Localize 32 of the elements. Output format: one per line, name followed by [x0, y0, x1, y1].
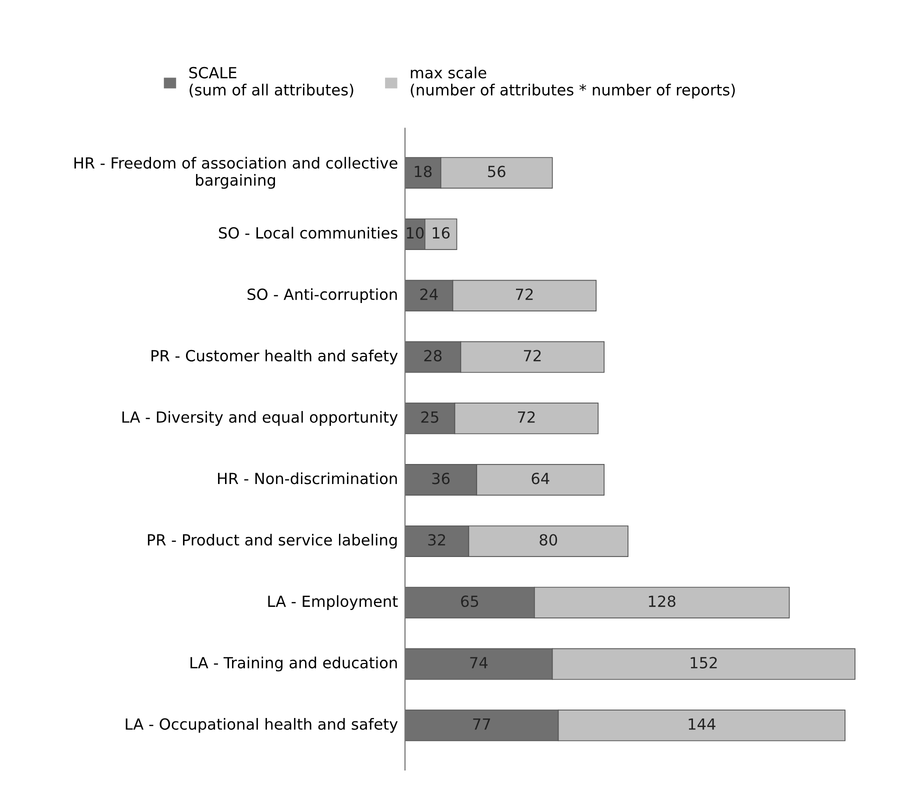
y-tick-label: LA - Occupational health and safety	[126, 718, 398, 733]
data-label: 28	[424, 350, 442, 362]
data-label: 10	[406, 227, 424, 239]
data-label: 80	[540, 534, 558, 546]
data-label: 128	[648, 595, 676, 608]
data-label: 25	[421, 411, 438, 423]
y-tick-label: PR - Customer health and safety	[152, 350, 398, 364]
data-label: 56	[488, 166, 506, 178]
data-label: 77	[473, 718, 490, 730]
y-tick-label: LA - Employment	[268, 595, 398, 610]
data-label: 72	[518, 411, 535, 423]
data-label: 64	[532, 472, 550, 484]
legend-label: max scale (number of attributes * number of reports)	[410, 66, 735, 99]
legend-label: SCALE (sum of all attributes)	[189, 66, 354, 98]
y-tick-label: HR - Freedom of association and collective bargaining	[74, 156, 398, 189]
data-label: 72	[524, 350, 541, 362]
data-label: 32	[428, 534, 446, 546]
y-tick-label: PR - Product and service labeling	[148, 534, 397, 549]
data-label: 152	[690, 656, 717, 668]
y-tick-label: SO - Local communities	[219, 226, 398, 239]
data-label: 72	[516, 288, 533, 300]
data-label: 65	[461, 595, 478, 608]
data-label: 24	[420, 288, 438, 300]
y-tick-label: SO - Anti-corruption	[248, 288, 397, 304]
y-tick-label: LA - Diversity and equal opportunity	[122, 411, 398, 426]
data-label: 16	[432, 227, 450, 239]
data-label: 144	[688, 718, 716, 730]
data-label: 74	[470, 657, 488, 668]
y-tick-label: LA - Training and education	[190, 656, 397, 672]
data-label: 18	[414, 166, 432, 178]
data-label: 36	[432, 472, 450, 484]
y-tick-label: HR - Non-discrimination	[218, 472, 397, 484]
